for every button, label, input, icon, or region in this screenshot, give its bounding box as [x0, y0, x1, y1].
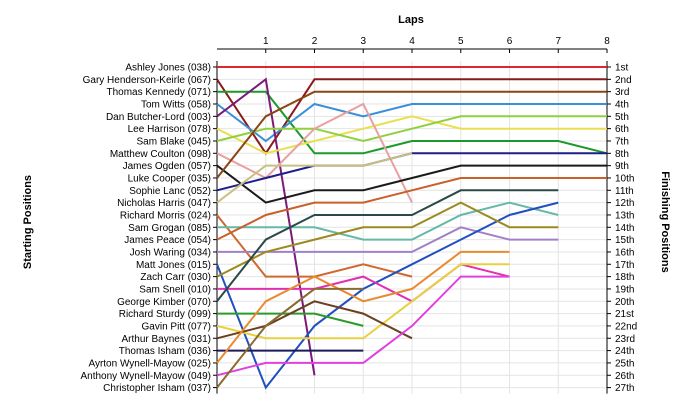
- x-tick-label: 1: [263, 36, 269, 47]
- starting-position-label: Luke Cooper (035): [128, 173, 211, 184]
- series-line: [216, 152, 413, 204]
- x-tick-label: 6: [507, 36, 513, 47]
- series-line: [216, 189, 559, 302]
- starting-position-label: Tom Witts (058): [141, 99, 211, 110]
- right-axis-title: Finishing Positions: [659, 171, 671, 272]
- finishing-position-label: 2nd: [615, 75, 632, 86]
- finishing-position-label: 9th: [615, 161, 629, 172]
- starting-position-label: Ashley Jones (038): [125, 63, 211, 74]
- finishing-position-label: 21st: [615, 309, 634, 320]
- series-line: [217, 226, 559, 253]
- finishing-position-label: 25th: [615, 358, 634, 369]
- series-line: [217, 201, 559, 241]
- starting-position-label: Christopher Isham (037): [103, 383, 211, 394]
- starting-position-label: Sophie Lanc (052): [129, 186, 211, 197]
- finishing-position-label: 3rd: [615, 87, 629, 98]
- starting-position-label: George Kimber (070): [117, 297, 211, 308]
- x-axis-title: Laps: [398, 14, 424, 26]
- starting-position-label: Sam Blake (045): [137, 136, 211, 147]
- finishing-position-label: 11th: [615, 186, 634, 197]
- finishing-position-label: 24th: [615, 346, 634, 357]
- series-line: [216, 287, 364, 389]
- series-line: [216, 90, 607, 179]
- finishing-position-label: 27th: [615, 383, 634, 394]
- starting-position-label: Thomas Kennedy (071): [106, 87, 211, 98]
- finishing-position-label: 14th: [615, 223, 634, 234]
- axes: [213, 48, 611, 394]
- starting-position-label: James Ogden (057): [123, 161, 211, 172]
- x-tick-label: 8: [604, 36, 610, 47]
- series-line: [216, 115, 607, 143]
- finishing-position-label: 15th: [615, 235, 634, 246]
- series-line: [216, 250, 510, 364]
- series-line: [216, 177, 607, 241]
- finishing-position-label: 1st: [615, 63, 629, 74]
- starting-position-label: Lee Harrison (078): [128, 124, 211, 135]
- tick-labels: 1 2 3 4 5 6 7 8 Ashley Jones (038)Gary Henderson…: [80, 36, 637, 394]
- finishing-position-label: 17th: [615, 260, 634, 271]
- x-tick-label: 2: [312, 36, 318, 47]
- starting-position-label: Matthew Coulton (098): [110, 149, 211, 160]
- starting-position-label: Nicholas Harris (047): [117, 198, 211, 209]
- series-line: [216, 115, 607, 155]
- finishing-position-label: 26th: [615, 371, 634, 382]
- starting-position-label: Sam Grogan (085): [128, 223, 211, 234]
- x-tick-label: 5: [458, 36, 464, 47]
- series-lines: [216, 66, 608, 390]
- x-tick-label: 3: [360, 36, 366, 47]
- series-line: [216, 201, 559, 278]
- finishing-position-label: 19th: [615, 284, 634, 295]
- finishing-position-label: 8th: [615, 149, 629, 160]
- finishing-position-label: 16th: [615, 247, 634, 258]
- series-line: [217, 90, 608, 155]
- finishing-position-label: 6th: [615, 124, 629, 135]
- series-line: [216, 102, 413, 204]
- series-line: [216, 263, 510, 340]
- series-line: [216, 164, 607, 204]
- finishing-position-label: 23rd: [615, 334, 635, 345]
- starting-position-label: Matt Jones (015): [136, 260, 211, 271]
- starting-position-label: Anthony Wynell-Mayow (049): [80, 371, 211, 382]
- series-line: [216, 201, 559, 390]
- finishing-position-label: 10th: [615, 173, 634, 184]
- starting-position-label: Gary Henderson-Keirle (067): [83, 75, 211, 86]
- finishing-position-label: 12th: [615, 198, 634, 209]
- finishing-position-label: 5th: [615, 112, 629, 123]
- finishing-position-label: 13th: [615, 210, 634, 221]
- starting-position-label: Dan Butcher-Lord (003): [106, 112, 211, 123]
- finishing-position-label: 18th: [615, 272, 634, 283]
- finishing-position-label: 22nd: [615, 321, 637, 332]
- starting-position-label: James Peace (054): [124, 235, 211, 246]
- x-tick-label: 4: [409, 36, 415, 47]
- starting-position-label: Gavin Pitt (077): [142, 321, 211, 332]
- starting-position-label: Thomas Isham (036): [119, 346, 211, 357]
- starting-position-label: Josh Waring (034): [130, 247, 211, 258]
- starting-position-label: Zach Carr (030): [140, 272, 211, 283]
- starting-position-label: Richard Morris (024): [120, 210, 211, 221]
- left-axis-title: Starting Positions: [22, 175, 34, 269]
- starting-position-label: Sam Snell (010): [139, 284, 211, 295]
- series-line: [216, 275, 510, 377]
- starting-position-label: Ayrton Wynell-Mayow (025): [88, 358, 211, 369]
- x-tick-label: 7: [555, 36, 561, 47]
- starting-position-label: Arthur Baynes (031): [122, 334, 212, 345]
- finishing-position-label: 4th: [615, 99, 629, 110]
- finishing-position-label: 20th: [615, 297, 634, 308]
- series-line: [216, 300, 413, 340]
- starting-position-label: Richard Sturdy (099): [119, 309, 211, 320]
- finishing-position-label: 7th: [615, 136, 629, 147]
